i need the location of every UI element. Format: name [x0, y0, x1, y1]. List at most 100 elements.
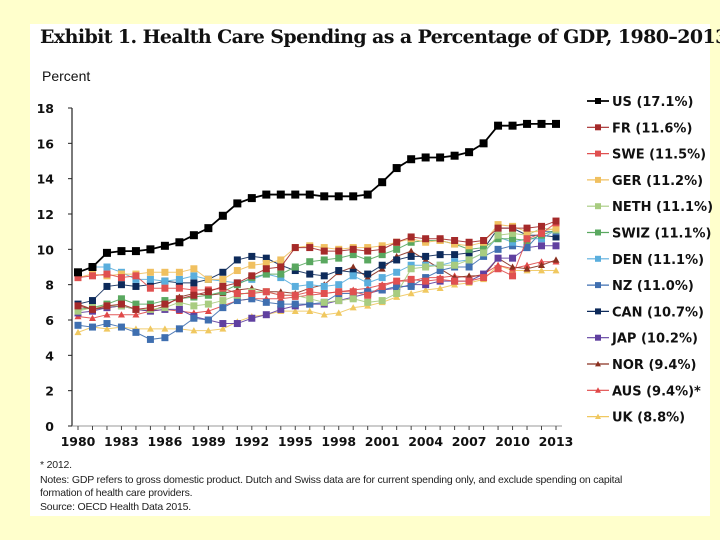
data-point	[407, 238, 415, 246]
data-point	[349, 288, 357, 296]
legend-item: NETH (11.1%)	[587, 200, 713, 215]
data-point	[407, 265, 415, 273]
data-point	[218, 211, 227, 220]
data-point	[291, 190, 300, 199]
data-point	[262, 259, 270, 267]
data-point	[88, 305, 96, 313]
data-point	[465, 148, 474, 157]
footnote-asterisk: * 2012.	[40, 459, 72, 471]
data-point	[291, 291, 299, 299]
data-point	[117, 281, 125, 289]
data-point	[190, 314, 198, 322]
data-point	[494, 221, 502, 229]
data-point	[349, 263, 357, 270]
legend-swatch-marker	[595, 203, 601, 210]
data-point	[378, 245, 386, 253]
data-point	[480, 252, 488, 260]
data-point	[175, 298, 183, 306]
data-point	[364, 256, 372, 264]
data-point	[538, 235, 546, 243]
y-tick-label: 8	[45, 278, 54, 293]
data-point	[262, 270, 270, 278]
data-point	[320, 298, 328, 306]
x-tick-label: 2013	[539, 434, 574, 449]
legend-label: CAN (10.7%)	[612, 305, 704, 320]
data-point	[219, 320, 227, 328]
series-line	[77, 231, 556, 340]
data-point	[306, 244, 314, 252]
data-point	[451, 261, 459, 269]
legend-label: NOR (9.4%)	[612, 358, 696, 373]
data-point	[175, 275, 183, 283]
data-point	[451, 237, 459, 244]
data-point	[291, 307, 299, 314]
data-point	[117, 300, 125, 308]
data-point	[204, 300, 212, 308]
y-tick-label: 18	[37, 101, 54, 116]
legend-swatch-marker	[595, 229, 601, 236]
data-point	[132, 311, 140, 318]
x-tick-label: 1986	[148, 434, 183, 449]
data-point	[509, 235, 517, 243]
data-point	[219, 304, 227, 312]
data-point	[378, 242, 386, 250]
data-point	[88, 272, 96, 280]
data-point	[262, 265, 270, 273]
data-point	[219, 268, 227, 276]
data-point	[161, 277, 169, 285]
data-point	[132, 272, 140, 280]
chart-notes: Notes: GDP refers to gross domestic prod…	[40, 474, 623, 486]
data-point	[465, 238, 473, 246]
data-point	[422, 263, 430, 271]
legend-label: SWE (11.5%)	[612, 148, 706, 163]
data-point	[291, 267, 299, 275]
data-point	[175, 279, 183, 287]
legend-item: NZ (11.0%)	[587, 279, 694, 294]
data-point	[248, 272, 256, 280]
data-point	[523, 231, 531, 239]
legend-item: AUS (9.4%)*	[587, 384, 701, 399]
legend-item: US (17.1%)	[587, 95, 693, 110]
data-point	[465, 242, 473, 250]
x-tick-label: 1992	[234, 434, 269, 449]
data-point	[349, 295, 357, 303]
data-point	[523, 228, 531, 236]
data-point	[161, 268, 169, 276]
data-point	[132, 282, 140, 290]
data-point	[306, 307, 314, 314]
series-line	[77, 245, 556, 325]
data-point	[349, 245, 357, 253]
data-point	[306, 270, 314, 278]
data-point	[407, 275, 415, 283]
legend-item: JAP (10.2%)	[587, 332, 698, 347]
legend-label: NZ (11.0%)	[612, 279, 694, 294]
data-point	[320, 256, 328, 264]
data-point	[291, 300, 299, 308]
data-point	[508, 121, 517, 130]
data-point	[175, 268, 183, 276]
data-point	[538, 258, 546, 265]
data-point	[277, 274, 285, 282]
data-point	[88, 297, 96, 305]
y-tick-label: 14	[37, 172, 55, 187]
legend-item: CAN (10.7%)	[587, 305, 704, 320]
data-point	[204, 288, 212, 296]
legend-label: SWIZ (11.1%)	[612, 227, 711, 242]
data-point	[465, 256, 473, 264]
data-point	[552, 267, 560, 274]
data-point	[378, 274, 386, 282]
data-point	[248, 261, 256, 269]
data-point	[552, 256, 560, 263]
data-point	[262, 190, 271, 199]
data-point	[103, 302, 111, 310]
data-point	[407, 252, 415, 260]
data-point	[393, 282, 401, 290]
data-point	[552, 242, 560, 250]
data-point	[146, 335, 154, 343]
legend-swatch-marker	[595, 98, 601, 104]
data-point	[306, 295, 314, 303]
data-point	[451, 240, 459, 248]
data-point	[407, 282, 415, 290]
data-point	[509, 238, 517, 246]
data-point	[465, 272, 473, 279]
